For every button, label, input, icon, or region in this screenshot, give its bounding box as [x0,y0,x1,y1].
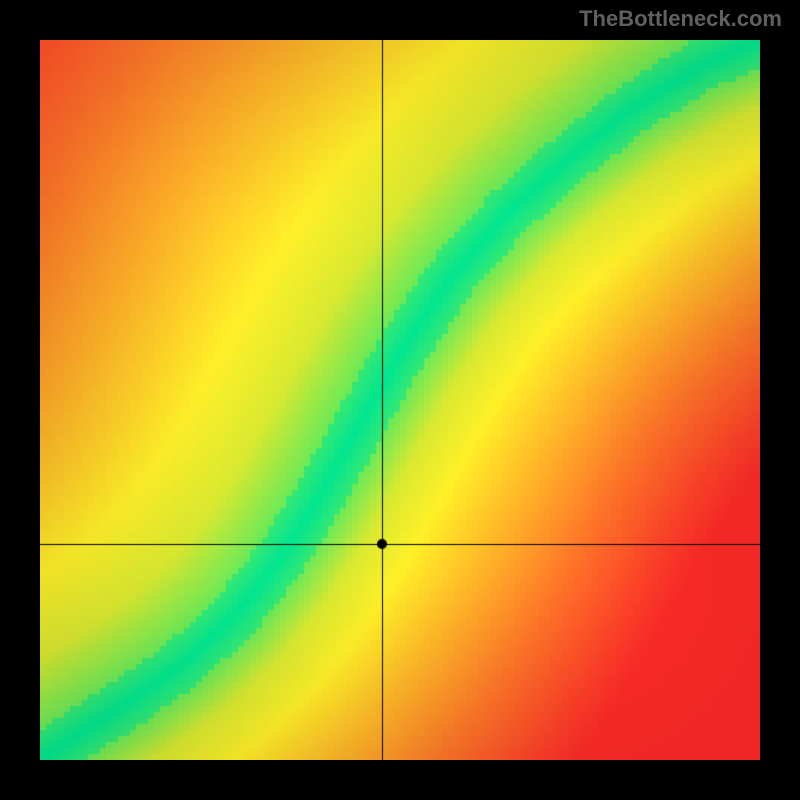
watermark-text: TheBottleneck.com [579,6,782,32]
bottleneck-heatmap [40,40,760,760]
